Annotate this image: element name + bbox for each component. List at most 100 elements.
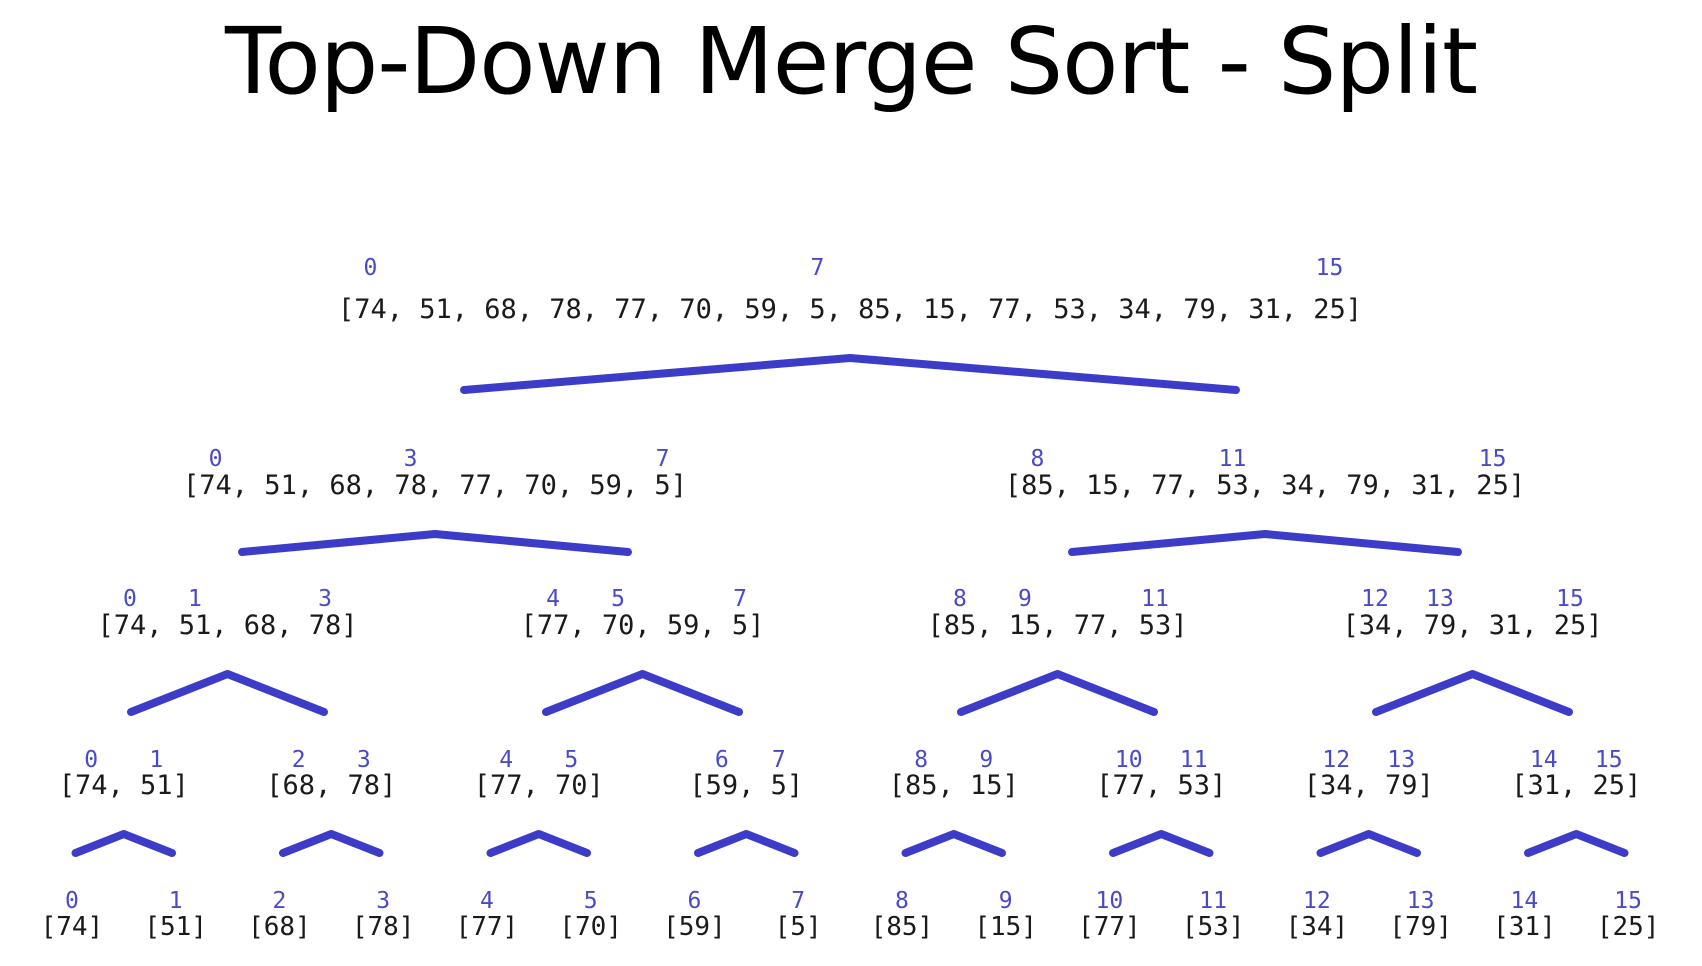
array-node: [5] (775, 912, 822, 942)
array-node: [85, 15, 77, 53, 34, 79, 31, 25] (1005, 470, 1525, 501)
index-label: 3 (357, 747, 371, 773)
index-label: 7 (772, 747, 786, 773)
array-node: [77] (456, 912, 519, 942)
array-node: [78] (352, 912, 415, 942)
array-node: [85, 15] (889, 770, 1019, 801)
split-edge (542, 670, 743, 716)
index-label: 1 (188, 586, 202, 612)
index-label: 1 (149, 747, 163, 773)
index-label: 8 (895, 888, 909, 914)
split-edge (279, 830, 384, 857)
array-node: [31, 25] (1511, 770, 1641, 801)
index-label: 7 (791, 888, 805, 914)
array-node: [34, 79] (1304, 770, 1434, 801)
array-node: [31] (1493, 912, 1556, 942)
index-label: 12 (1303, 888, 1331, 914)
array-node: [74, 51, 68, 78, 77, 70, 59, 5, 85, 15, … (338, 294, 1362, 325)
index-label: 4 (480, 888, 494, 914)
split-edge (1316, 830, 1421, 857)
index-label: 15 (1614, 888, 1642, 914)
array-node: [70] (559, 912, 622, 942)
array-node: [68, 78] (266, 770, 396, 801)
index-label: 13 (1407, 888, 1435, 914)
split-edge (486, 830, 591, 857)
index-label: 14 (1530, 747, 1558, 773)
index-label: 13 (1426, 586, 1454, 612)
index-label: 5 (611, 586, 625, 612)
index-label: 11 (1219, 446, 1247, 472)
split-edge (901, 830, 1006, 857)
split-edge (1109, 830, 1214, 857)
split-edge (238, 530, 632, 556)
index-label: 0 (123, 586, 137, 612)
index-label: 1 (169, 888, 183, 914)
split-edge (1068, 530, 1462, 556)
index-label: 15 (1316, 255, 1344, 281)
array-node: [25] (1597, 912, 1660, 942)
index-label: 8 (953, 586, 967, 612)
index-label: 11 (1141, 586, 1169, 612)
index-label: 4 (499, 747, 513, 773)
index-label: 7 (811, 255, 825, 281)
index-label: 15 (1556, 586, 1584, 612)
array-node: [79] (1389, 912, 1452, 942)
array-node: [85] (871, 912, 934, 942)
array-node: [77, 70] (474, 770, 604, 801)
index-label: 11 (1199, 888, 1227, 914)
index-label: 6 (687, 888, 701, 914)
index-label: 10 (1115, 747, 1143, 773)
index-label: 2 (272, 888, 286, 914)
array-node: [85, 15, 77, 53] (927, 610, 1187, 641)
index-label: 9 (979, 747, 993, 773)
index-label: 7 (733, 586, 747, 612)
index-label: 9 (999, 888, 1013, 914)
index-label: 7 (656, 446, 670, 472)
split-edge (694, 830, 799, 857)
index-label: 3 (404, 446, 418, 472)
index-label: 11 (1180, 747, 1208, 773)
split-edge (127, 670, 328, 716)
index-label: 5 (564, 747, 578, 773)
array-node: [74] (41, 912, 104, 942)
array-node: [34] (1286, 912, 1349, 942)
array-node: [77, 70, 59, 5] (521, 610, 765, 641)
index-label: 0 (84, 747, 98, 773)
array-node: [15] (974, 912, 1037, 942)
array-node: [77] (1078, 912, 1141, 942)
index-label: 6 (715, 747, 729, 773)
index-label: 8 (914, 747, 928, 773)
array-node: [34, 79, 31, 25] (1342, 610, 1602, 641)
array-node: [74, 51, 68, 78] (97, 610, 357, 641)
page-title: Top-Down Merge Sort - Split (224, 8, 1478, 115)
index-label: 2 (292, 747, 306, 773)
index-label: 14 (1511, 888, 1539, 914)
index-label: 15 (1479, 446, 1507, 472)
split-edge (71, 830, 176, 857)
index-label: 5 (584, 888, 598, 914)
array-node: [59, 5] (689, 770, 803, 801)
index-label: 4 (546, 586, 560, 612)
array-node: [59] (663, 912, 726, 942)
split-edge (1524, 830, 1629, 857)
split-edge (460, 354, 1240, 394)
array-node: [51] (144, 912, 207, 942)
index-label: 9 (1018, 586, 1032, 612)
index-label: 12 (1361, 586, 1389, 612)
array-node: [74, 51, 68, 78, 77, 70, 59, 5] (183, 470, 687, 501)
index-label: 15 (1595, 747, 1623, 773)
split-edge (1372, 670, 1573, 716)
index-label: 13 (1387, 747, 1415, 773)
index-label: 10 (1096, 888, 1124, 914)
tree-edges (71, 354, 1629, 857)
index-label: 3 (376, 888, 390, 914)
array-node: [74, 51] (59, 770, 189, 801)
array-node: [68] (248, 912, 311, 942)
index-label: 12 (1322, 747, 1350, 773)
index-label: 0 (209, 446, 223, 472)
split-edge (957, 670, 1158, 716)
index-label: 3 (318, 586, 332, 612)
index-label: 8 (1030, 446, 1044, 472)
index-label: 0 (364, 255, 378, 281)
array-node: [53] (1182, 912, 1245, 942)
